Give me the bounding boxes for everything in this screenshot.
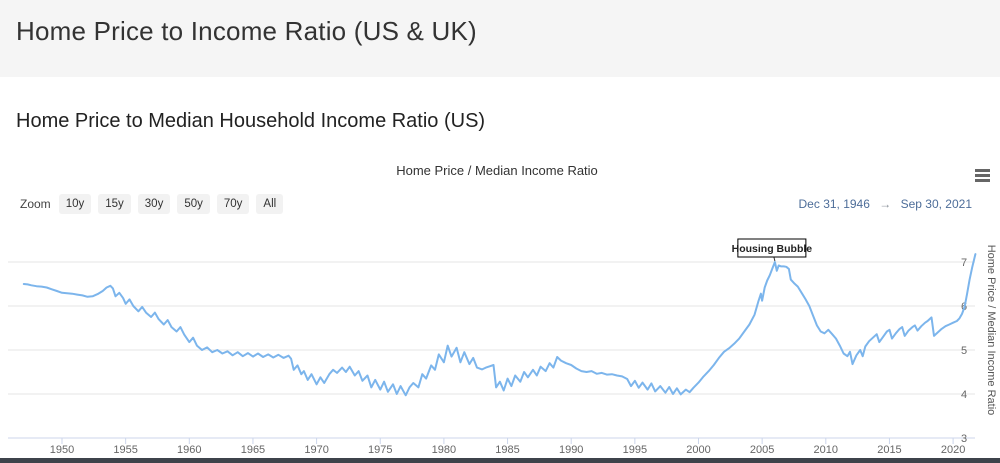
zoom-button-15y[interactable]: 15y [98, 193, 131, 214]
x-axis-label: 2015 [877, 444, 901, 456]
y-axis-label: 3 [961, 433, 967, 445]
annotation-box [737, 238, 807, 258]
zoom-button-50y[interactable]: 50y [177, 193, 210, 214]
chart-title: Home Price / Median Income Ratio [396, 163, 598, 178]
zoom-button-30y[interactable]: 30y [137, 193, 171, 214]
y-axis-label: 5 [961, 345, 967, 357]
zoom-button-10y[interactable]: 10y [58, 193, 92, 214]
arrow-right-icon: → [879, 197, 892, 211]
x-axis-label: 1985 [495, 444, 519, 456]
y-axis-label: 7 [961, 257, 967, 269]
page-title: Home Price to Income Ratio (US & UK) [16, 16, 477, 46]
zoom-button-all[interactable]: All [256, 193, 284, 214]
x-axis-label: 1970 [304, 444, 328, 456]
hamburger-bar [975, 168, 990, 172]
zoom-button-70y[interactable]: 70y [216, 193, 250, 214]
x-axis-label: 1975 [368, 444, 392, 456]
zoom-label: Zoom [20, 196, 51, 211]
x-axis-label: 1980 [432, 444, 456, 456]
series-line [22, 253, 977, 397]
annotation-connector [773, 256, 776, 262]
next-section-edge [0, 458, 1000, 463]
x-axis-label: 1955 [113, 444, 137, 456]
section-heading: Home Price to Median Household Income Ra… [16, 110, 486, 132]
date-range: Dec 31, 1946 → Sep 30, 2021 [799, 197, 972, 211]
annotation-label: Housing Bubble [732, 243, 813, 255]
hamburger-bar [975, 173, 990, 177]
x-axis-label: 2010 [814, 444, 838, 456]
x-axis-label: 1960 [177, 444, 201, 456]
x-axis-label: 2020 [941, 444, 965, 456]
x-axis-label: 2005 [750, 444, 774, 456]
date-range-end[interactable]: Sep 30, 2021 [900, 197, 972, 211]
range-selector: Zoom 10y 15y 30y 50y 70y All [20, 193, 290, 214]
header-band [0, 0, 1000, 77]
chart-context-menu-icon[interactable] [974, 166, 993, 184]
y-axis-label: 4 [961, 389, 967, 401]
date-range-start[interactable]: Dec 31, 1946 [798, 197, 870, 211]
x-axis-label: 2000 [686, 444, 710, 456]
y-axis-title: Home Price / Median Income Ratio [985, 245, 997, 416]
x-axis-label: 1950 [50, 444, 74, 456]
x-axis-label: 1965 [241, 444, 265, 456]
hamburger-bar [975, 178, 990, 182]
x-axis-label: 1990 [559, 444, 583, 456]
x-axis-label: 1995 [623, 444, 647, 456]
